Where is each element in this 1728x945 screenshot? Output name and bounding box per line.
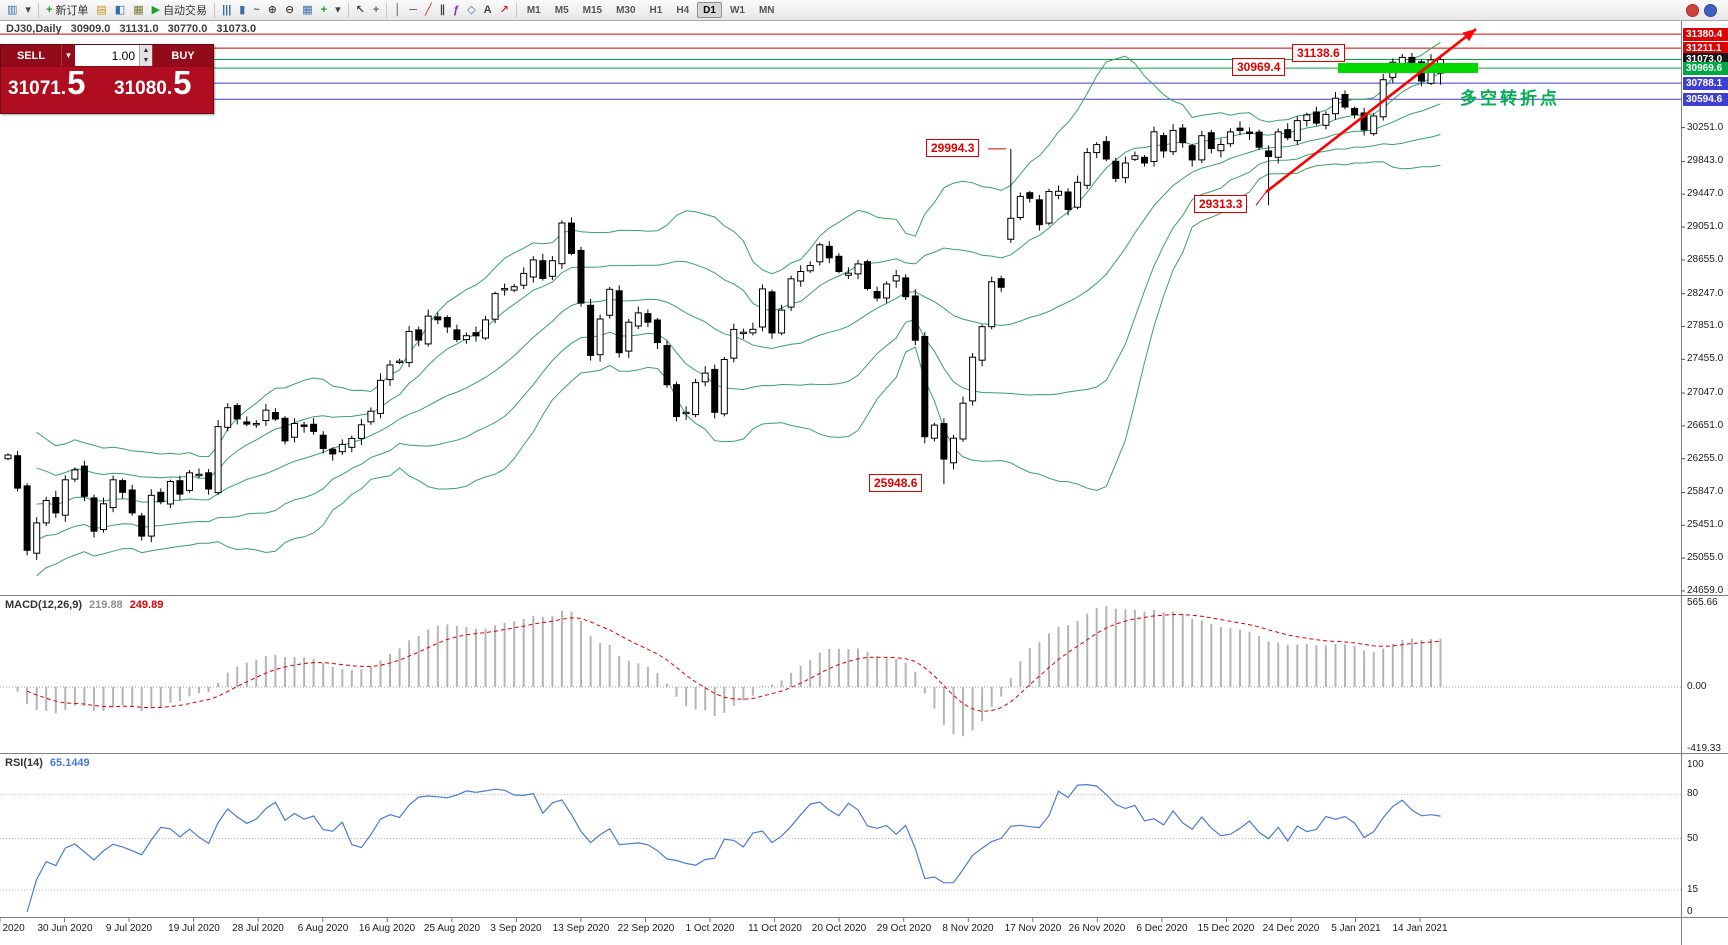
autotrading-button[interactable]: ▶ 自动交易: [148, 1, 211, 19]
chart-close-value: 31073.0: [216, 23, 257, 35]
volume-down-icon[interactable]: ▼: [142, 57, 150, 65]
fibonacci-icon[interactable]: ƒ: [449, 1, 463, 19]
text-icon: A: [483, 3, 492, 16]
trend-note-text: 多空转折点: [1460, 89, 1560, 108]
chart-profiles-icon[interactable]: ▾: [21, 1, 35, 19]
arrows-icon: ↗: [499, 3, 509, 16]
line-chart-icon[interactable]: ~: [249, 1, 263, 19]
macd-name: MACD(12,26,9): [5, 599, 83, 611]
horizontal-line-icon: ─: [409, 3, 417, 16]
crosshair-icon: +: [372, 3, 380, 16]
timeframe-button-w1[interactable]: W1: [729, 5, 745, 16]
order-type-dropdown-icon[interactable]: ▼: [61, 45, 75, 66]
trade-panel-controls: SELL ▼ 1.00 ▲ ▼ BUY: [1, 45, 213, 67]
new-order-button-label: 新订单: [55, 5, 89, 17]
buy-button[interactable]: BUY: [153, 45, 213, 66]
shapes-icon[interactable]: ◇: [463, 1, 479, 19]
zoom-out-icon[interactable]: ⊖: [281, 1, 298, 19]
toolbar-separator: [386, 2, 388, 18]
timeframe-button-m15[interactable]: M15: [582, 5, 603, 16]
new-chart-icon[interactable]: ▥: [3, 1, 21, 19]
trade-panel-prices: 31071. 5 31080. 5: [1, 64, 213, 113]
trendline-icon: ╱: [424, 3, 432, 16]
vertical-line-icon[interactable]: │: [390, 1, 405, 19]
indicators-icon: +: [320, 3, 328, 16]
vertical-line-icon: │: [394, 3, 402, 16]
new-order-button[interactable]: + 新订单: [42, 1, 92, 19]
volume-stepper[interactable]: ▲ ▼: [139, 45, 153, 66]
cursor-icon[interactable]: ↖: [352, 1, 369, 19]
toolbar-separator: [347, 2, 349, 18]
timeframes-dropdown-icon[interactable]: ▾: [331, 1, 345, 19]
market-watch-icon[interactable]: ▤: [92, 1, 110, 19]
candlestick-chart-icon: ▮: [239, 3, 246, 16]
toolbar-separator: [515, 2, 517, 18]
toolbar-separator: [37, 2, 39, 18]
timeframe-button-m5[interactable]: M5: [554, 5, 569, 16]
data-window-icon[interactable]: ◧: [111, 1, 129, 19]
indicators-icon[interactable]: +: [317, 1, 331, 19]
macd-label: MACD(12,26,9) 219.88 249.89: [5, 599, 163, 611]
bar-chart-icon[interactable]: |||: [218, 1, 235, 19]
chart-high-value: 31131.0: [119, 23, 159, 35]
macd-value: 219.88: [89, 599, 123, 611]
candlestick-chart-icon[interactable]: ▮: [235, 1, 249, 19]
chart-open-value: 30909.0: [70, 23, 111, 35]
timeframe-button-mn[interactable]: MN: [758, 5, 775, 16]
arrows-icon[interactable]: ↗: [496, 1, 513, 19]
bar-chart-icon: |||: [222, 3, 232, 16]
cursor-icon: ↖: [355, 3, 365, 16]
tile-windows-icon: ▦: [302, 3, 313, 16]
market-watch-icon: ▤: [96, 3, 107, 16]
channel-icon: ∥: [439, 3, 446, 16]
tile-windows-icon[interactable]: ▦: [298, 1, 316, 19]
search-icon[interactable]: [1704, 3, 1717, 17]
new-order-button: +: [45, 3, 53, 16]
channel-icon[interactable]: ∥: [436, 1, 450, 19]
volume-input[interactable]: 1.00: [75, 45, 139, 66]
toolbar-right-icons: [1686, 3, 1725, 17]
trendline-icon[interactable]: ╱: [421, 1, 436, 19]
timeframe-button-m30[interactable]: M30: [616, 5, 636, 16]
rsi-name: RSI(14): [5, 757, 43, 769]
chart-title: DJ30,Daily 30909.0 31131.0 30770.0 31073…: [6, 23, 256, 35]
zoom-out-icon: ⊖: [285, 3, 295, 16]
chart-symbol-period: DJ30,Daily: [6, 23, 62, 35]
timeframes-dropdown-icon: ▾: [335, 3, 341, 16]
text-icon[interactable]: A: [480, 1, 496, 19]
toolbar: ▥ ▾ + 新订单 ▤ ◧ ▦ ▶ 自动交易 ||| ▮ ~ ⊕ ⊖ ▦ + ▾ ↖ + │ ─ ╱ ∥ ƒ ◇ A ↗ M1 M5 M1…: [0, 0, 1728, 21]
buy-price[interactable]: 31080. 5: [114, 64, 192, 101]
zoom-in-icon: ⊕: [267, 3, 278, 16]
autotrading-button-label: 自动交易: [163, 5, 208, 17]
crosshair-icon[interactable]: +: [369, 1, 383, 19]
horizontal-line-icon[interactable]: ─: [405, 1, 421, 19]
line-chart-icon: ~: [253, 3, 260, 16]
chart-low-value: 30770.0: [167, 23, 208, 35]
zoom-in-icon[interactable]: ⊕: [264, 1, 281, 19]
sell-button[interactable]: SELL: [1, 45, 61, 66]
one-click-trading-panel: SELL ▼ 1.00 ▲ ▼ BUY 31071. 5 31080. 5: [0, 44, 214, 114]
timeframe-button-m1[interactable]: M1: [526, 5, 541, 16]
macd-signal-value: 249.89: [129, 599, 164, 611]
shapes-icon: ◇: [467, 3, 476, 16]
rsi-value: 65.1449: [49, 757, 90, 769]
timeframe-button-h4[interactable]: H4: [676, 5, 690, 16]
timeframe-button-h1[interactable]: H1: [649, 5, 663, 16]
new-chart-icon: ▥: [7, 3, 18, 16]
community-icon[interactable]: [1686, 3, 1699, 17]
volume-up-icon[interactable]: ▲: [142, 46, 150, 54]
chart-profiles-icon: ▾: [25, 3, 31, 16]
toolbar-separator: [214, 2, 216, 18]
terminal-icon: ▦: [133, 3, 144, 16]
sell-price[interactable]: 31071. 5: [8, 64, 86, 101]
fibonacci-icon: ƒ: [453, 3, 460, 16]
timeframe-button-d1[interactable]: D1: [697, 2, 722, 18]
terminal-icon[interactable]: ▦: [129, 1, 147, 19]
autotrading-button: ▶: [151, 3, 161, 16]
data-window-icon: ◧: [114, 3, 126, 16]
rsi-label: RSI(14) 65.1449: [5, 757, 90, 769]
